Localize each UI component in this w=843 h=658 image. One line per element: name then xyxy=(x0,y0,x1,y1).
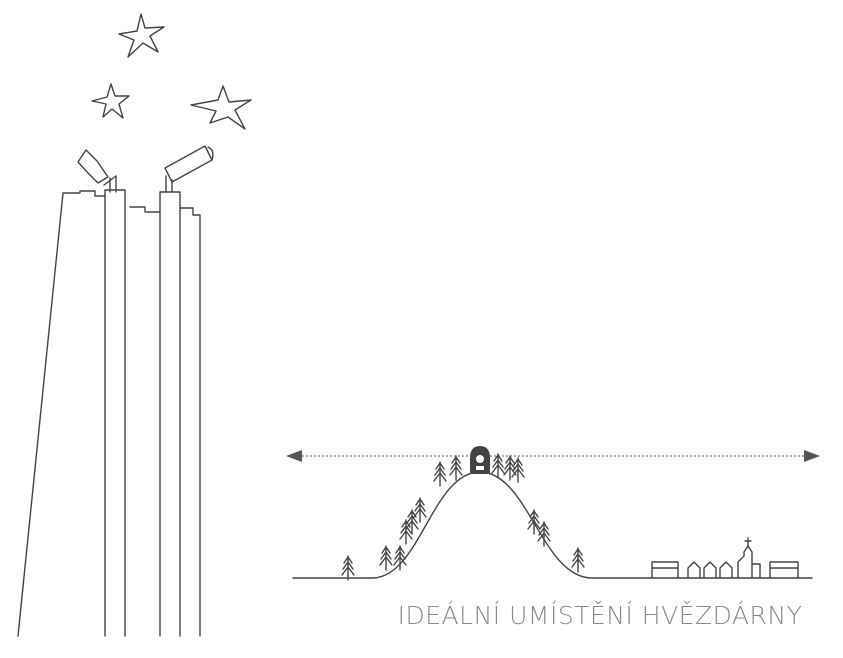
stars xyxy=(91,13,252,130)
tower xyxy=(179,207,201,637)
tree xyxy=(413,497,427,523)
hill xyxy=(292,471,813,579)
tower-outline xyxy=(17,189,126,637)
city-towers xyxy=(17,145,214,637)
house xyxy=(687,561,701,579)
house xyxy=(769,561,799,579)
star xyxy=(91,83,130,119)
telescope xyxy=(164,145,214,193)
house xyxy=(719,561,733,579)
tree xyxy=(393,545,407,571)
arrowhead xyxy=(804,450,820,462)
tree xyxy=(449,455,463,481)
house xyxy=(703,561,717,579)
caption: IDEÁLNÍ UMÍSTĚNÍ HVĚZDÁRNY xyxy=(398,601,803,630)
star xyxy=(190,85,252,130)
tree xyxy=(537,521,551,547)
observatory xyxy=(470,446,490,474)
tower-step xyxy=(129,206,161,213)
tree xyxy=(503,455,517,481)
arrowhead xyxy=(286,450,302,462)
tower xyxy=(159,191,181,637)
trees xyxy=(341,453,585,581)
tree xyxy=(379,545,393,571)
house xyxy=(651,561,679,579)
tree xyxy=(571,547,585,573)
church xyxy=(737,537,761,579)
tree xyxy=(433,461,447,487)
village xyxy=(651,537,799,579)
tree xyxy=(491,453,505,479)
tree xyxy=(341,555,355,581)
star xyxy=(118,13,165,58)
telescope xyxy=(77,149,117,193)
horizon-line xyxy=(286,450,820,462)
